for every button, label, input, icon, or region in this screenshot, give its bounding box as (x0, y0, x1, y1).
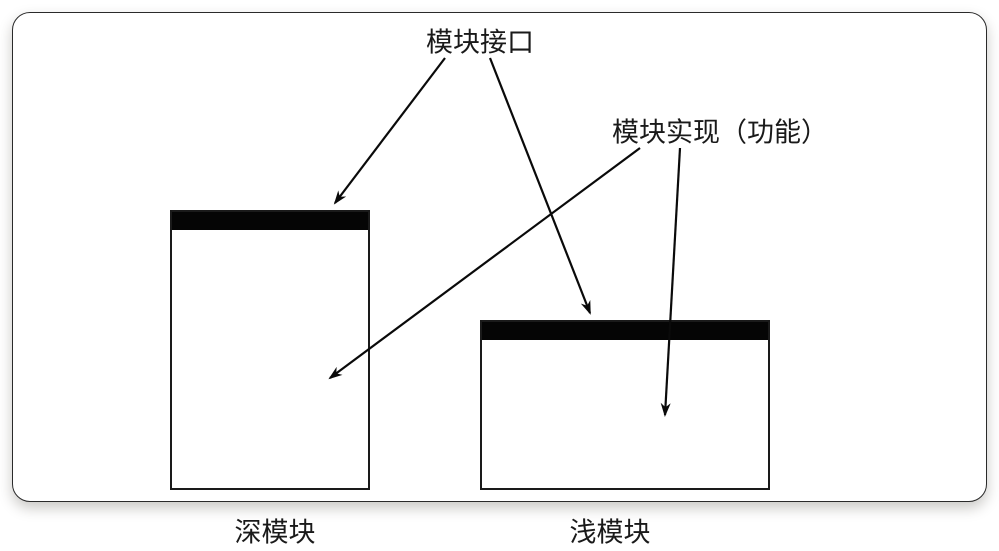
label-module-interface: 模块接口 (426, 21, 534, 60)
label-deep-module: 深模块 (235, 511, 316, 550)
deep-module-interface-strip (172, 212, 368, 230)
label-shallow-module: 浅模块 (570, 511, 651, 550)
shallow-module-interface-strip (482, 322, 768, 340)
deep-module-box (170, 210, 370, 490)
shallow-module-box (480, 320, 770, 490)
label-module-implementation: 模块实现（功能） (612, 111, 828, 150)
